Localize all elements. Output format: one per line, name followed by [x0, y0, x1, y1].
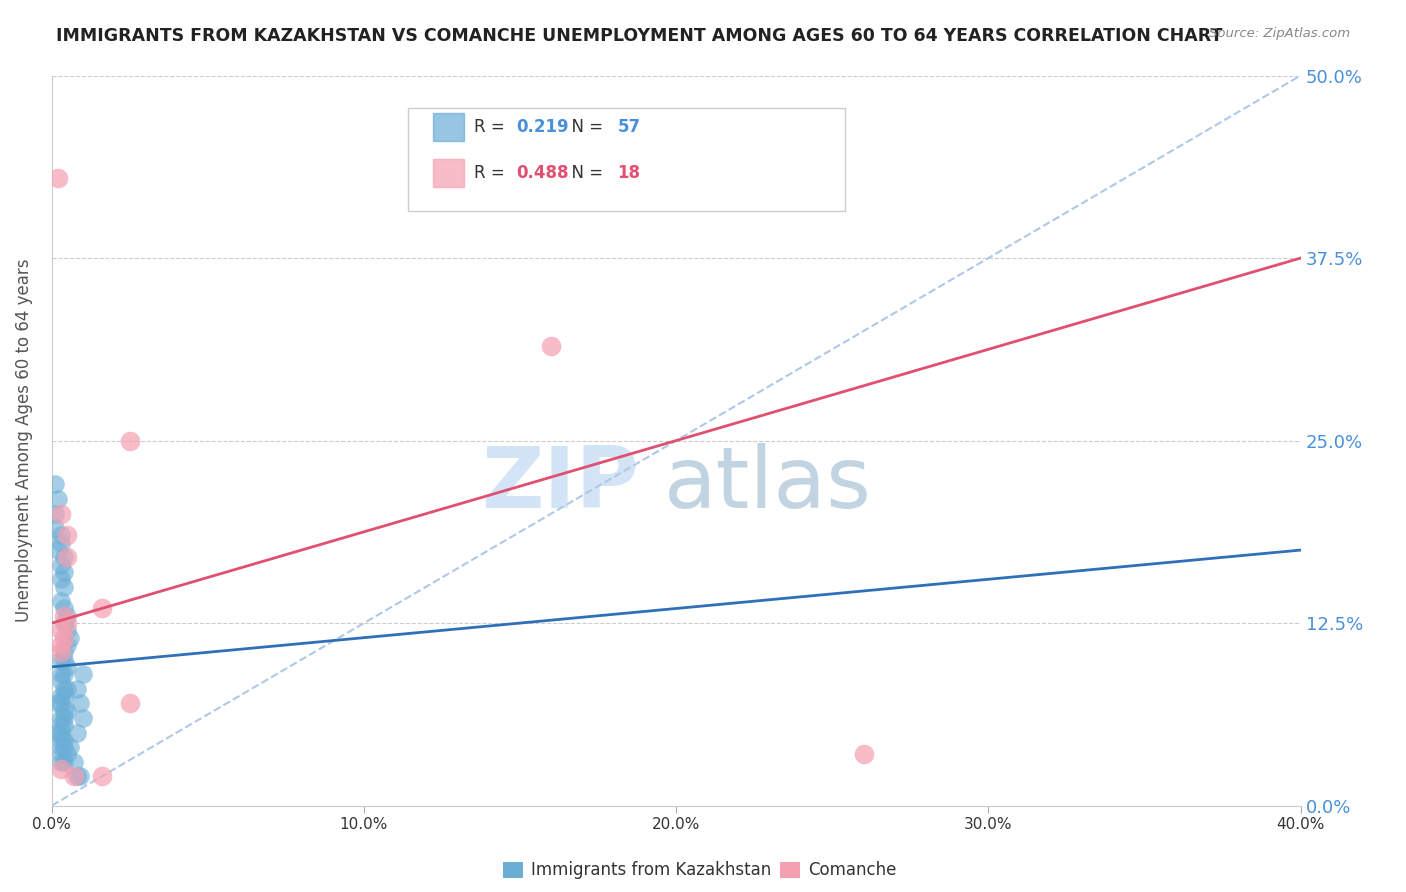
Point [49, 507, 72, 521]
Point [118, 434, 141, 448]
Point [540, 338, 562, 352]
Point [118, 697, 141, 711]
Text: 0.488: 0.488 [516, 164, 569, 182]
Point [46, 697, 69, 711]
Point [44, 507, 66, 521]
Text: Source: ZipAtlas.com: Source: ZipAtlas.com [1209, 27, 1350, 40]
Point [852, 747, 875, 762]
Point [53, 616, 76, 631]
Bar [433, 113, 464, 141]
Point [56, 660, 79, 674]
Point [90, 601, 112, 615]
Text: IMMIGRANTS FROM KAZAKHSTAN VS COMANCHE UNEMPLOYMENT AMONG AGES 60 TO 64 YEARS CO: IMMIGRANTS FROM KAZAKHSTAN VS COMANCHE U… [56, 27, 1223, 45]
Text: 0.219: 0.219 [516, 119, 569, 136]
Point [49, 572, 72, 586]
Point [72, 667, 94, 681]
Point [69, 769, 91, 783]
Text: 57: 57 [617, 119, 641, 136]
Point [53, 689, 76, 703]
Point [53, 580, 76, 594]
Point [53, 645, 76, 659]
Point [53, 550, 76, 565]
Point [66, 681, 89, 696]
Point [49, 674, 72, 689]
Point [56, 624, 79, 638]
Point [53, 718, 76, 732]
Point [49, 711, 72, 725]
Point [56, 616, 79, 631]
Point [53, 755, 76, 769]
Text: 18: 18 [617, 164, 641, 182]
Point [53, 711, 76, 725]
Point [49, 718, 72, 732]
Point [53, 652, 76, 666]
Point [56, 608, 79, 623]
Point [49, 594, 72, 608]
Point [49, 762, 72, 776]
Point [90, 769, 112, 783]
Point [49, 667, 72, 681]
Point [53, 732, 76, 747]
Point [56, 704, 79, 718]
Point [53, 667, 76, 681]
Bar [433, 160, 464, 187]
Point [66, 769, 89, 783]
Point [53, 608, 76, 623]
Point [49, 755, 72, 769]
Point [44, 477, 66, 491]
Text: ZIP: ZIP [481, 442, 638, 526]
Point [56, 747, 79, 762]
Point [59, 631, 82, 645]
Y-axis label: Unemployment Among Ages 60 to 64 years: Unemployment Among Ages 60 to 64 years [15, 259, 32, 623]
Point [56, 638, 79, 652]
Point [53, 681, 76, 696]
Point [46, 170, 69, 185]
Point [49, 747, 72, 762]
Point [62, 755, 84, 769]
Point [49, 558, 72, 572]
Point [56, 550, 79, 565]
Point [49, 652, 72, 666]
Point [62, 769, 84, 783]
Point [53, 740, 76, 755]
Text: N =: N = [561, 164, 609, 182]
Point [59, 740, 82, 755]
Text: N =: N = [561, 119, 609, 136]
Point [49, 624, 72, 638]
Point [49, 645, 72, 659]
Point [53, 704, 76, 718]
Point [49, 689, 72, 703]
Text: R =: R = [474, 164, 510, 182]
Point [49, 732, 72, 747]
Point [46, 491, 69, 506]
Text: R =: R = [474, 119, 510, 136]
Point [53, 601, 76, 615]
Point [66, 725, 89, 739]
Text: Immigrants from Kazakhstan: Immigrants from Kazakhstan [531, 861, 772, 879]
Point [69, 697, 91, 711]
Point [49, 697, 72, 711]
Point [49, 638, 72, 652]
Point [56, 681, 79, 696]
Point [49, 528, 72, 542]
Text: atlas: atlas [664, 442, 872, 526]
Point [53, 565, 76, 579]
Point [53, 631, 76, 645]
Text: Comanche: Comanche [808, 861, 897, 879]
Point [49, 740, 72, 755]
Point [44, 521, 66, 535]
Point [56, 528, 79, 542]
Point [46, 725, 69, 739]
Point [46, 543, 69, 558]
Point [49, 725, 72, 739]
Point [49, 535, 72, 549]
FancyBboxPatch shape [408, 108, 845, 211]
Point [72, 711, 94, 725]
